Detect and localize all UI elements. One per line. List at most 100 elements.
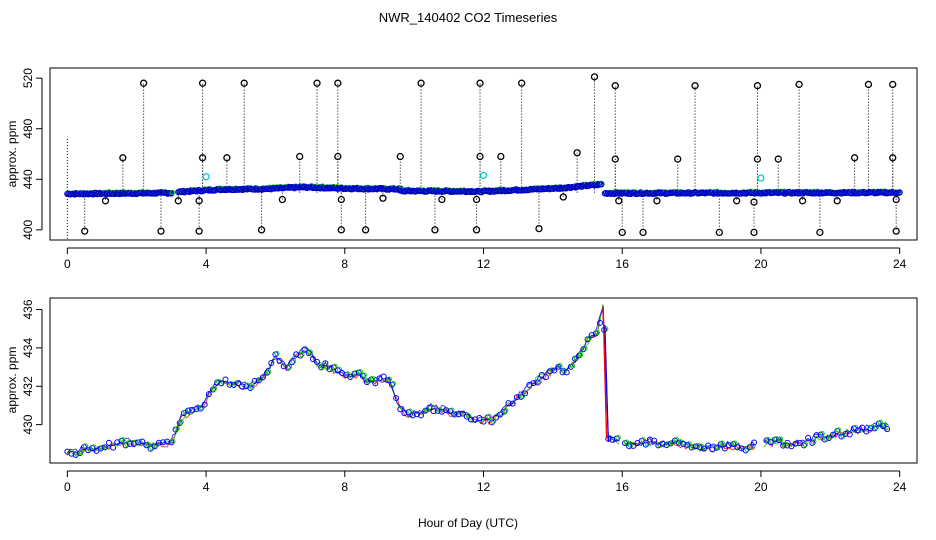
series-point bbox=[259, 374, 266, 381]
outlier-point bbox=[733, 197, 741, 205]
series-point bbox=[426, 404, 433, 411]
series-point bbox=[842, 430, 849, 437]
outlier-point bbox=[417, 79, 425, 87]
outlier-point bbox=[296, 152, 304, 161]
series-point bbox=[82, 443, 89, 449]
top-x-ticks: 0 4 8 12 16 20 24 bbox=[64, 247, 907, 271]
series-point bbox=[332, 363, 338, 369]
observation-point bbox=[169, 189, 175, 195]
series-point bbox=[455, 411, 462, 418]
outlier-point bbox=[559, 193, 567, 201]
series-point bbox=[232, 381, 238, 387]
observation-point bbox=[896, 189, 903, 196]
bottom-panel: approx. ppm 0 4 8 12 16 20 24 430 432 434 436 bbox=[5, 297, 918, 494]
outlier-point bbox=[101, 197, 110, 205]
series-point bbox=[380, 373, 387, 380]
series-point bbox=[597, 319, 604, 326]
series-point bbox=[686, 441, 692, 447]
top-x-tick-label: 20 bbox=[754, 257, 768, 271]
series-point bbox=[459, 410, 466, 417]
series-point bbox=[536, 378, 542, 385]
bottom-x-ticks: 0 4 8 12 16 20 24 bbox=[64, 470, 907, 494]
outlier-point bbox=[81, 227, 89, 235]
bottom-x-tick-label: 24 bbox=[893, 480, 907, 494]
series-point bbox=[805, 434, 812, 441]
outlier-point bbox=[618, 228, 626, 237]
series-point bbox=[490, 418, 496, 425]
outlier-point bbox=[864, 80, 873, 89]
x-axis-label: Hour of Day (UTC) bbox=[418, 516, 518, 530]
series-point bbox=[124, 441, 130, 448]
outlier-point bbox=[889, 80, 897, 89]
series-point bbox=[401, 410, 408, 417]
series-point bbox=[492, 414, 499, 421]
outlier-point bbox=[517, 79, 526, 87]
bottom-x-tick-label: 4 bbox=[203, 480, 210, 494]
series-point bbox=[884, 426, 891, 433]
series-point bbox=[249, 384, 255, 390]
top-x-tick-label: 0 bbox=[64, 257, 71, 271]
top-y-tick-label: 400 bbox=[21, 220, 35, 240]
top-panel: approx. ppm 0 4 8 12 16 20 24 400 440 480 520 bbox=[5, 67, 918, 271]
series-point bbox=[449, 407, 455, 413]
outlier-point bbox=[334, 152, 342, 161]
series-point bbox=[314, 358, 321, 365]
series-point bbox=[615, 434, 621, 441]
outlier-point bbox=[497, 152, 505, 161]
outlier-point bbox=[361, 226, 370, 234]
series-point bbox=[268, 360, 275, 367]
outlier-point bbox=[438, 195, 446, 204]
series-point bbox=[357, 368, 363, 375]
series-point bbox=[582, 345, 588, 351]
series-point bbox=[290, 358, 297, 364]
series-point bbox=[877, 419, 884, 426]
series-point bbox=[393, 395, 400, 402]
outlier-point bbox=[396, 152, 404, 161]
series-point bbox=[307, 349, 313, 355]
series-point bbox=[309, 355, 316, 362]
series-point bbox=[846, 431, 853, 438]
outlier-point bbox=[889, 154, 897, 162]
series-point bbox=[640, 437, 646, 443]
series-point bbox=[299, 351, 305, 358]
series-point bbox=[486, 413, 492, 420]
series-point bbox=[548, 367, 555, 373]
series-point bbox=[557, 363, 563, 369]
series-point bbox=[792, 440, 799, 447]
series-point bbox=[218, 380, 225, 387]
outlier-point bbox=[379, 194, 387, 202]
series-point bbox=[126, 441, 133, 448]
series-point bbox=[522, 390, 529, 397]
series-point bbox=[193, 406, 200, 413]
figure-title: NWR_140402 CO2 Timeseries bbox=[379, 10, 558, 25]
series-point bbox=[201, 401, 208, 408]
top-y-ticks: 400 440 480 520 bbox=[21, 68, 43, 240]
outlier-point bbox=[535, 224, 543, 233]
outlier-point bbox=[798, 197, 807, 205]
bottom-x-tick-label: 20 bbox=[754, 480, 768, 494]
series-point bbox=[322, 360, 329, 367]
series-point bbox=[239, 383, 246, 390]
outlier-point bbox=[334, 79, 342, 87]
series-point bbox=[178, 419, 184, 425]
outlier-point bbox=[774, 155, 782, 163]
top-x-tick-label: 12 bbox=[477, 257, 491, 271]
series-point bbox=[609, 436, 616, 443]
series-point bbox=[361, 372, 367, 378]
outlier-point bbox=[139, 79, 148, 87]
bottom-y-ticks: 430 432 434 436 bbox=[21, 299, 43, 435]
observation-point bbox=[598, 181, 605, 188]
series-point bbox=[680, 440, 687, 447]
series-point bbox=[509, 400, 516, 407]
series-point bbox=[651, 437, 658, 444]
series-point bbox=[276, 357, 283, 364]
flagged-point bbox=[757, 174, 765, 182]
series-point bbox=[623, 439, 630, 445]
bottom-x-tick-label: 12 bbox=[477, 480, 491, 494]
series-point bbox=[453, 410, 459, 417]
series-point bbox=[721, 445, 728, 452]
outlier-point bbox=[750, 198, 758, 206]
series-point bbox=[726, 442, 733, 449]
outlier-point bbox=[816, 228, 824, 237]
